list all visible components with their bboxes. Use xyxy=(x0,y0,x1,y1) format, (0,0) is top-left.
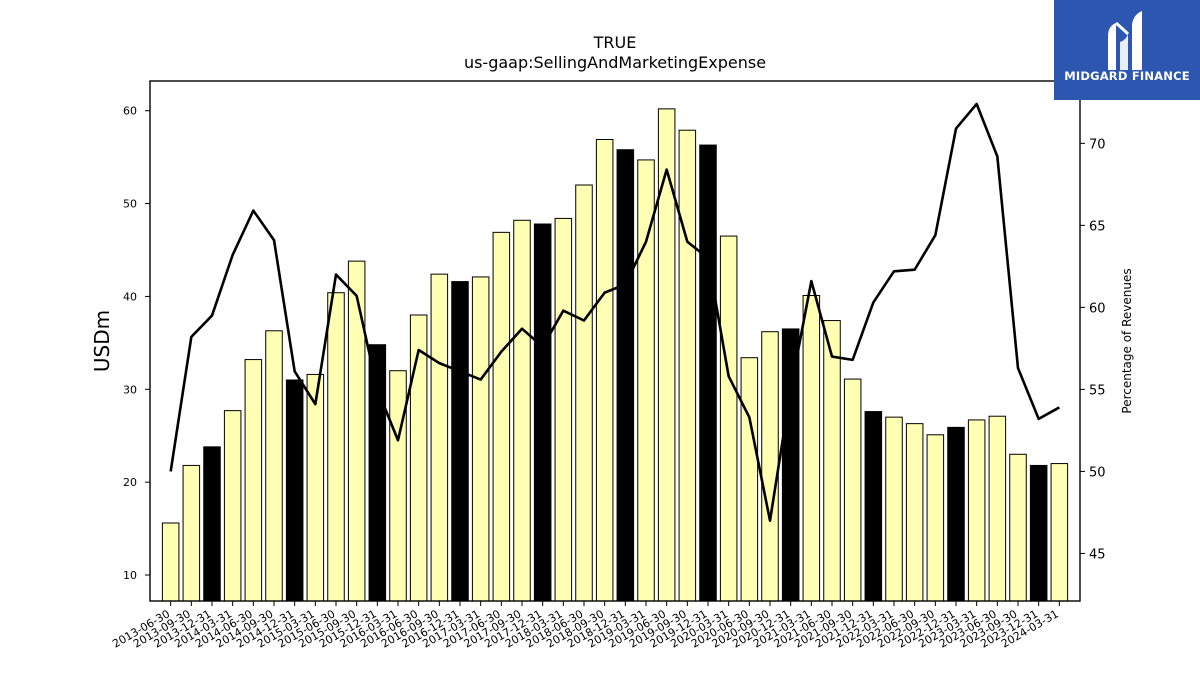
y2-tick-label: 70 xyxy=(1089,137,1106,152)
y2-tick-label: 50 xyxy=(1089,465,1106,480)
bar-2022-03-31 xyxy=(885,416,903,602)
y-tick-label: 40 xyxy=(123,290,137,303)
bar-2017-03-31 xyxy=(471,276,490,602)
x-axis: 2013-06-302013-09-302013-12-312014-03-31… xyxy=(110,601,1061,651)
bar-2018-06-30 xyxy=(575,184,593,602)
y-tick-label: 10 xyxy=(123,569,137,582)
bar-2021-03-31 xyxy=(802,295,821,602)
bar-2016-06-30 xyxy=(409,314,428,602)
bar-2018-03-31 xyxy=(554,217,573,602)
bar-2023-03-31 xyxy=(967,419,986,602)
bar-2021-06-30 xyxy=(823,320,841,602)
bar-2017-06-30 xyxy=(492,231,511,602)
bar-2015-12-31 xyxy=(368,344,387,602)
y-axis-left: 10 20 30 40 50 60 xyxy=(123,105,150,582)
bar-2020-03-31 xyxy=(719,235,738,602)
bar-2014-06-30 xyxy=(244,359,263,602)
y-tick-label: 50 xyxy=(123,198,137,211)
bar-2016-03-31 xyxy=(389,370,407,602)
bar-2019-06-30 xyxy=(657,108,676,602)
bar-2021-12-31 xyxy=(864,411,883,602)
bar-2013-12-31 xyxy=(203,446,221,602)
bar-2022-06-30 xyxy=(905,423,924,602)
bar-2023-09-30 xyxy=(1009,453,1027,602)
bar-2015-03-31 xyxy=(306,373,325,602)
bar-2022-09-30 xyxy=(926,434,945,602)
plot-frame xyxy=(149,80,1081,602)
chart-title: TRUE xyxy=(593,33,637,52)
percentage-line xyxy=(169,102,1060,522)
bar-2020-12-31 xyxy=(781,328,800,602)
bar-2013-09-30 xyxy=(182,464,201,602)
y-tick-label: 60 xyxy=(123,105,137,118)
bar-2022-12-31 xyxy=(947,426,965,602)
bar-2014-09-30 xyxy=(265,330,283,602)
bar-2020-06-30 xyxy=(740,357,759,602)
bar-2019-09-30 xyxy=(678,129,697,602)
brand-logo: MIDGARD FINANCE xyxy=(1054,0,1200,100)
midgard-logo-icon xyxy=(1108,11,1142,70)
y2-axis-label: Percentage of Revenues xyxy=(1120,268,1134,413)
bar-2023-12-31 xyxy=(1029,464,1048,602)
bar-2018-12-31 xyxy=(616,149,635,602)
bar-2023-06-30 xyxy=(988,415,1007,602)
y2-tick-label: 65 xyxy=(1089,219,1106,234)
y-axis-label: USDm xyxy=(90,310,114,372)
y2-tick-label: 45 xyxy=(1089,547,1106,562)
y2-tick-label: 60 xyxy=(1089,301,1106,316)
y-tick-label: 30 xyxy=(123,383,137,396)
bar-2014-03-31 xyxy=(223,410,242,602)
bar-2017-09-30 xyxy=(513,219,531,602)
bar-2016-12-31 xyxy=(451,281,469,602)
chart-subtitle: us-gaap:SellingAndMarketingExpense xyxy=(464,53,766,72)
bar-2018-09-30 xyxy=(595,139,614,602)
bar-series xyxy=(161,108,1069,602)
bar-2017-12-31 xyxy=(533,223,552,602)
bar-2021-09-30 xyxy=(843,378,862,602)
y-axis-right: 45 50 55 60 65 70 xyxy=(1080,137,1106,562)
bar-2019-12-31 xyxy=(699,144,717,602)
line-series xyxy=(169,102,1060,522)
y2-tick-label: 55 xyxy=(1089,383,1106,398)
bar-2015-06-30 xyxy=(327,292,345,602)
bar-2015-09-30 xyxy=(347,260,366,602)
bar-2013-06-30 xyxy=(161,522,180,602)
bar-2020-09-30 xyxy=(761,331,779,602)
y-tick-label: 20 xyxy=(123,476,137,489)
bar-2014-12-31 xyxy=(285,379,304,602)
logo-text: MIDGARD FINANCE xyxy=(1064,69,1190,83)
bar-2016-09-30 xyxy=(430,273,449,602)
bar-2024-03-31 xyxy=(1050,463,1069,602)
